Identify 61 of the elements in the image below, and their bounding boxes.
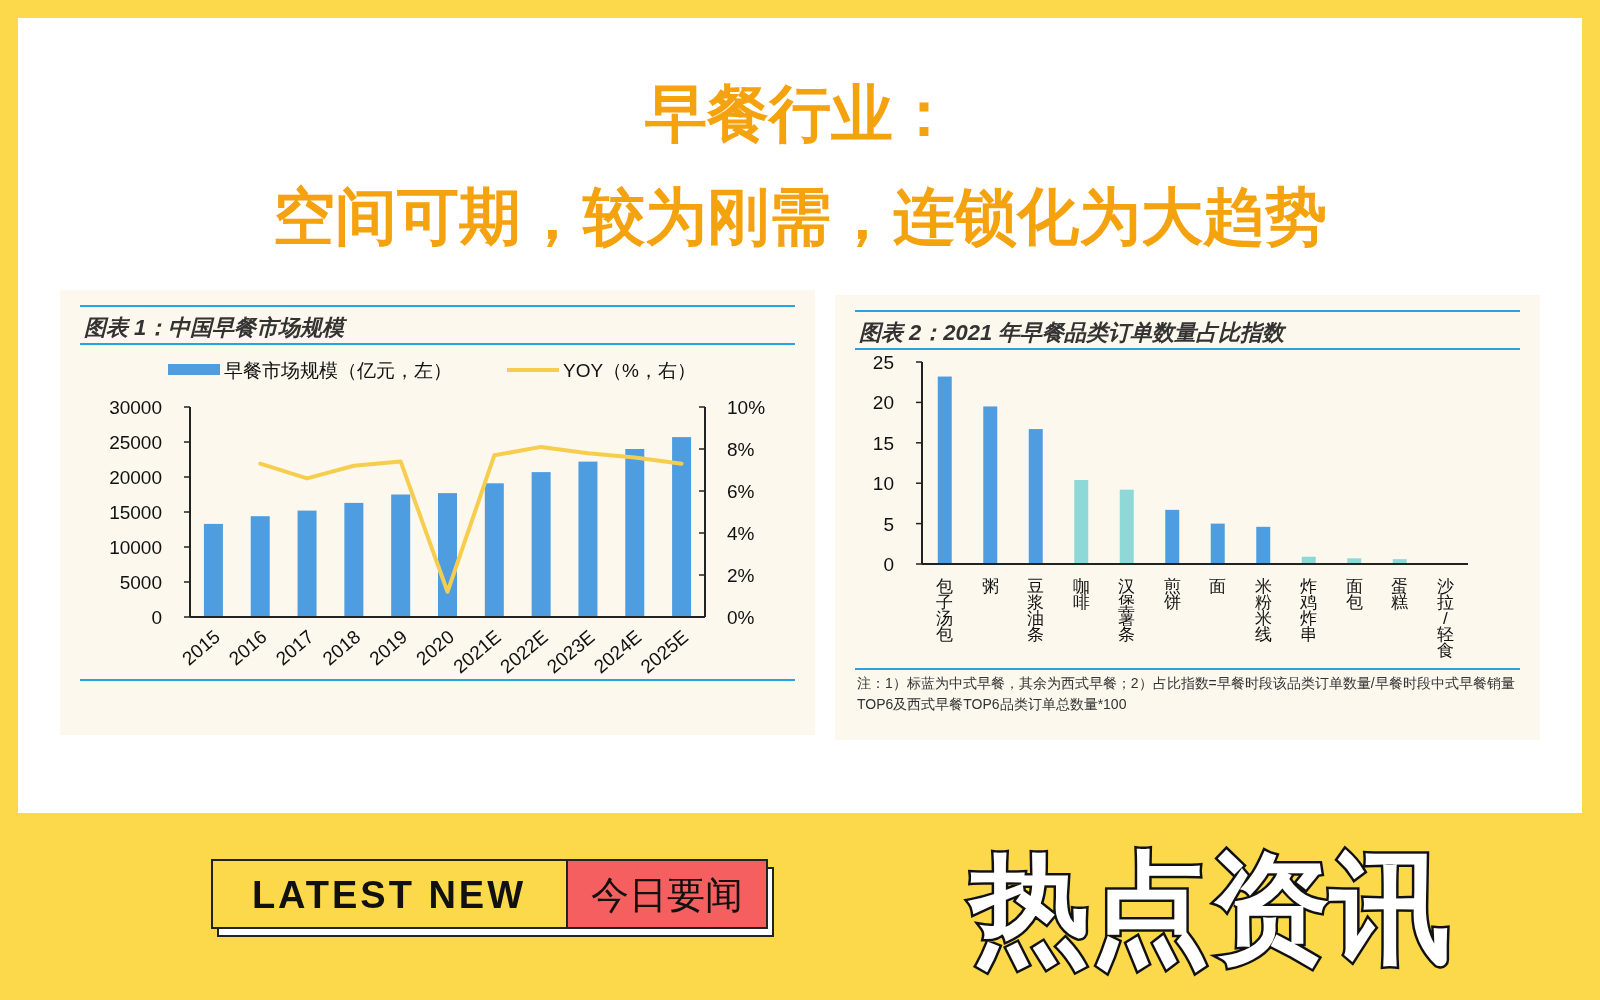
x-tick-label: 豆浆油条 bbox=[1027, 577, 1045, 644]
bar bbox=[1074, 479, 1089, 564]
bar bbox=[1165, 509, 1180, 564]
x-tick-label: 汉堡薯条 bbox=[1118, 577, 1136, 644]
bar bbox=[1210, 523, 1225, 564]
bar bbox=[625, 449, 645, 617]
x-tick-label: 面包 bbox=[1345, 577, 1363, 612]
legend-label: YOY（%，右） bbox=[563, 360, 697, 381]
x-tick-label: 咖啡 bbox=[1072, 577, 1090, 612]
text: 空间可期，较为刚需，连锁化为大趋势 bbox=[273, 182, 1327, 251]
bar bbox=[484, 483, 504, 617]
y2-tick-label: 6% bbox=[727, 481, 755, 502]
y-tick-label: 5 bbox=[883, 513, 894, 535]
y-tick-label: 25000 bbox=[109, 432, 162, 453]
bar bbox=[438, 493, 457, 617]
text: 早餐行业： bbox=[644, 79, 955, 148]
line-series bbox=[258, 444, 684, 594]
y-tick-label: 20 bbox=[872, 392, 894, 414]
bar bbox=[344, 502, 364, 617]
chart-title: 图表 2：2021 年早餐品类订单数量占比指数 bbox=[859, 320, 1288, 345]
bar bbox=[391, 494, 411, 617]
y2-tick-label: 0% bbox=[727, 607, 755, 628]
bar bbox=[937, 376, 952, 564]
y-tick-label: 5000 bbox=[119, 572, 162, 593]
y-tick-label: 0 bbox=[883, 554, 894, 575]
bar bbox=[297, 510, 317, 617]
x-tick-label: 米粉米线 bbox=[1254, 577, 1272, 644]
x-tick-label: 面 bbox=[1209, 577, 1227, 596]
y-tick-label: 15000 bbox=[109, 502, 162, 523]
y2-tick-label: 2% bbox=[727, 565, 755, 586]
x-tick-label: 煎饼 bbox=[1162, 577, 1181, 612]
y-tick-label: 10000 bbox=[109, 537, 162, 558]
bar bbox=[203, 523, 223, 617]
bar bbox=[531, 472, 551, 617]
bar bbox=[578, 461, 598, 617]
bar bbox=[1028, 429, 1043, 564]
legend-label: 早餐市场规模（亿元，左） bbox=[224, 360, 452, 381]
text: LATEST NEW bbox=[251, 874, 527, 916]
bar bbox=[672, 437, 692, 617]
text: 热点资讯 bbox=[967, 841, 1450, 975]
x-tick-label: 沙拉/轻食 bbox=[1436, 577, 1454, 660]
y2-tick-label: 10% bbox=[727, 397, 766, 418]
text: 注：1）标蓝为中式早餐，其余为西式早餐；2）占比指数=早餐时段该品类订单数量/早餐时段中式早餐销量TOP6及西式早餐TOP6品类订单总数量*100 bbox=[857, 674, 1516, 714]
bar bbox=[1119, 489, 1134, 564]
chart-title: 图表 1：中国早餐市场规模 bbox=[84, 315, 349, 340]
y-tick-label: 20000 bbox=[109, 467, 162, 488]
y-tick-label: 30000 bbox=[109, 397, 162, 418]
bar bbox=[983, 406, 998, 564]
y-tick-label: 10 bbox=[872, 473, 894, 495]
y-tick-label: 25 bbox=[872, 352, 894, 373]
y2-tick-label: 8% bbox=[727, 439, 755, 460]
x-tick-label: 蛋糕 bbox=[1391, 577, 1409, 612]
text: 今日要闻 bbox=[591, 874, 743, 916]
bar bbox=[250, 516, 270, 617]
x-tick-label: 粥 bbox=[981, 577, 999, 596]
x-tick-label: 炸鸡炸串 bbox=[1299, 577, 1318, 644]
bar bbox=[1256, 526, 1271, 564]
y-tick-label: 0 bbox=[151, 607, 162, 628]
y2-tick-label: 4% bbox=[727, 523, 755, 544]
x-tick-label: 包子汤包 bbox=[936, 577, 954, 644]
y-tick-label: 15 bbox=[872, 432, 894, 454]
